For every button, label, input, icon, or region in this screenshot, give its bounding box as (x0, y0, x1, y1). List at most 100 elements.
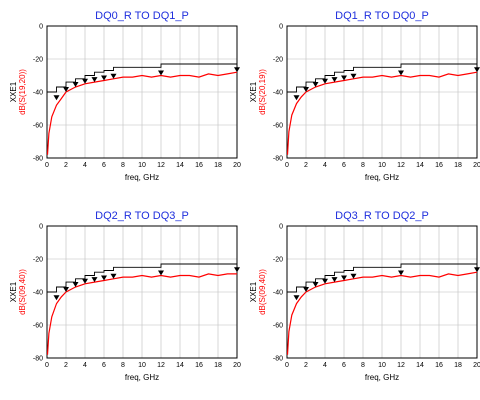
y-axis-label-secondary: XXE1 (9, 81, 18, 102)
y-tick-label: -40 (33, 290, 43, 297)
y-tick-label: 0 (279, 224, 283, 231)
x-tick-label: 14 (416, 162, 424, 169)
x-tick-label: 8 (361, 362, 365, 369)
marker-point (91, 77, 98, 83)
marker-point (331, 77, 338, 83)
marker-point (82, 278, 88, 284)
x-tick-label: 4 (323, 362, 327, 369)
x-tick-label: 18 (214, 362, 222, 369)
x-axis-label: freq, GHz (365, 373, 399, 382)
x-tick-label: 8 (121, 362, 125, 369)
x-tick-label: 6 (342, 362, 346, 369)
x-tick-label: 0 (45, 362, 49, 369)
x-tick-label: 18 (214, 162, 222, 169)
x-tick-label: 12 (157, 362, 165, 369)
chart-svg: DQ3_R TO DQ2_P 0 2 4 6 8 10 12 14 16 18 20 0 -20 -40 -6… (249, 210, 480, 382)
x-tick-label: 14 (176, 162, 184, 169)
y-tick-label: -80 (33, 356, 43, 363)
chart-title: DQ0_R TO DQ1_P (95, 10, 189, 22)
x-tick-label: 6 (102, 362, 106, 369)
chart-panel-2: DQ1_R TO DQ0_P 0 2 4 6 8 10 12 14 16 18 20 0 -20 -40 -6… (240, 0, 480, 200)
x-tick-label: 6 (342, 162, 346, 169)
x-tick-label: 20 (473, 162, 480, 169)
marker-point (293, 95, 300, 101)
y-axis-label: dB(S(09,40)) (18, 269, 27, 315)
marker-point (82, 78, 88, 84)
marker-point (234, 67, 240, 73)
marker-point (331, 277, 338, 283)
x-tick-label: 12 (397, 362, 405, 369)
chart-svg: DQ0_R TO DQ1_P 0 2 4 6 8 10 12 14 16 18 20 0 -20 -40 -6… (9, 10, 241, 182)
y-tick-label: -60 (273, 323, 283, 330)
x-tick-label: 2 (304, 162, 308, 169)
marker-point (293, 295, 300, 301)
x-tick-label: 4 (83, 162, 87, 169)
y-tick-label: -40 (33, 90, 43, 97)
y-tick-label: -20 (33, 57, 43, 64)
x-tick-label: 10 (378, 162, 386, 169)
x-tick-label: 20 (233, 162, 241, 169)
marker-point (158, 270, 164, 276)
y-tick-label: -80 (33, 156, 43, 163)
series-line-response (46, 71, 238, 155)
y-tick-label: -80 (273, 356, 283, 363)
marker-point (63, 87, 69, 92)
marker-point (234, 267, 240, 273)
marker-point (110, 273, 117, 279)
y-tick-label: -20 (33, 257, 43, 264)
marker-point (398, 270, 404, 276)
x-tick-label: 20 (233, 362, 241, 369)
x-tick-label: 2 (64, 162, 68, 169)
x-tick-label: 12 (397, 162, 405, 169)
y-tick-label: -60 (33, 323, 43, 330)
x-tick-label: 0 (285, 162, 289, 169)
marker-point (312, 82, 319, 88)
y-tick-label: -80 (273, 156, 283, 163)
x-tick-label: 10 (378, 362, 386, 369)
x-tick-label: 2 (64, 362, 68, 369)
y-tick-label: -40 (273, 290, 283, 297)
y-tick-label: 0 (39, 224, 43, 231)
y-axis-label: dB(S(20,19)) (258, 69, 267, 115)
y-tick-label: -20 (273, 57, 283, 64)
marker-point (312, 282, 319, 288)
x-tick-label: 6 (102, 162, 106, 169)
chart-panel-3: DQ2_R TO DQ3_P 0 2 4 6 8 10 12 14 16 18 20 0 -20 -40 -6… (0, 200, 241, 400)
x-tick-label: 14 (176, 362, 184, 369)
x-tick-label: 8 (121, 162, 125, 169)
chart-svg: DQ1_R TO DQ0_P 0 2 4 6 8 10 12 14 16 18 20 0 -20 -40 -6… (249, 10, 480, 182)
x-tick-label: 16 (195, 362, 203, 369)
marker-point (101, 75, 107, 81)
y-tick-label: -40 (273, 90, 283, 97)
marker-point (101, 275, 107, 281)
chart-title: DQ1_R TO DQ0_P (335, 10, 429, 22)
y-axis-label-secondary: XXE1 (9, 281, 18, 302)
x-tick-label: 8 (361, 162, 365, 169)
y-tick-label: -20 (273, 257, 283, 264)
y-tick-label: 0 (39, 24, 43, 31)
x-tick-label: 12 (157, 162, 165, 169)
series-line-response (286, 71, 478, 155)
y-axis-label-secondary: XXE1 (249, 281, 258, 302)
marker-point (474, 67, 480, 73)
x-tick-label: 16 (195, 162, 203, 169)
marker-point (110, 73, 117, 79)
x-tick-label: 20 (473, 362, 480, 369)
marker-point (72, 282, 79, 288)
x-tick-label: 18 (454, 162, 462, 169)
x-tick-label: 4 (323, 162, 327, 169)
marker-point (341, 75, 347, 81)
marker-point (91, 277, 98, 283)
x-tick-label: 10 (138, 362, 146, 369)
x-axis-label: freq, GHz (125, 173, 159, 182)
y-axis-label: dB(S(19,20)) (18, 69, 27, 115)
marker-point (350, 273, 357, 279)
x-tick-label: 2 (304, 362, 308, 369)
x-tick-label: 16 (435, 362, 443, 369)
x-tick-label: 4 (83, 362, 87, 369)
chart-title: DQ2_R TO DQ3_P (95, 210, 189, 222)
chart-title: DQ3_R TO DQ2_P (335, 210, 429, 222)
chart-svg: DQ2_R TO DQ3_P 0 2 4 6 8 10 12 14 16 18 20 0 -20 -40 -6… (9, 210, 241, 382)
marker-point (303, 87, 309, 92)
